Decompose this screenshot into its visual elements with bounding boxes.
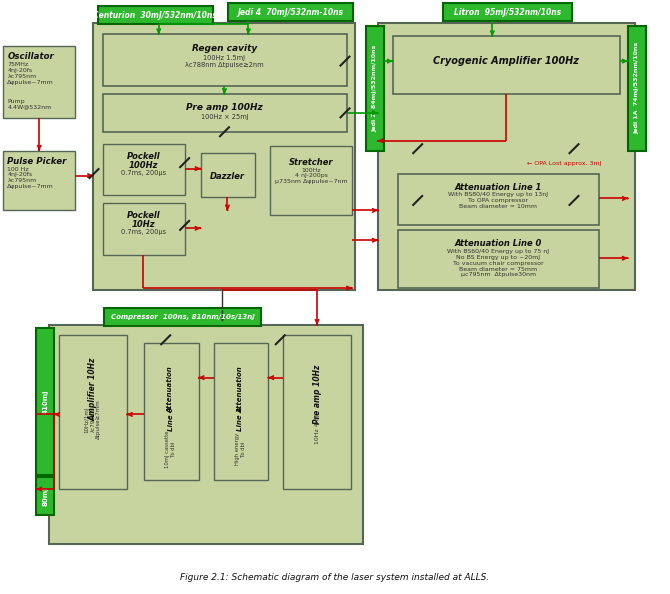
FancyBboxPatch shape [200,153,255,197]
Text: Jedi 2  84mJ/532nm/10ns: Jedi 2 84mJ/532nm/10ns [373,45,377,132]
Text: 100 Hz
4nJ-20fs
λc795nm
Δψpulse~7mm: 100 Hz 4nJ-20fs λc795nm Δψpulse~7mm [7,166,54,189]
Text: Pulse Picker: Pulse Picker [7,157,67,166]
Text: Pump
4.4W@532nm: Pump 4.4W@532nm [7,99,52,110]
Text: 100Hz × 25mJ: 100Hz × 25mJ [200,114,249,120]
Text: 410mJ: 410mJ [42,389,48,414]
Text: Pockell: Pockell [127,211,161,220]
Text: Pre amp 10Hz: Pre amp 10Hz [313,365,322,424]
FancyBboxPatch shape [104,308,261,326]
Text: 100Hz
4 nJ-200ps
μ735nm Δψpulse~7nm: 100Hz 4 nJ-200ps μ735nm Δψpulse~7nm [275,168,348,184]
FancyBboxPatch shape [398,173,599,225]
Text: Figure 2.1: Schematic diagram of the laser system installed at ALLS.: Figure 2.1: Schematic diagram of the las… [180,573,490,582]
Text: 0.7ms, 200μs: 0.7ms, 200μs [121,170,166,176]
Text: Jedi 4  70mJ/532nm-10ns: Jedi 4 70mJ/532nm-10ns [238,8,344,17]
Text: With BS80/40 Energy up to 13nJ
To OPA compressor
Beam diameter = 10mm: With BS80/40 Energy up to 13nJ To OPA co… [448,192,548,209]
FancyBboxPatch shape [628,26,646,151]
FancyBboxPatch shape [3,46,75,118]
FancyBboxPatch shape [393,36,620,94]
Text: Line 1: Line 1 [237,407,243,431]
Text: Pre amp 100Hz: Pre amp 100Hz [186,103,263,112]
FancyBboxPatch shape [98,7,212,24]
Text: Pockell: Pockell [127,151,161,161]
Text: 0.7ms, 200μs: 0.7ms, 200μs [121,229,166,235]
Text: 75MHz
4nJ-20fs
λc795nm
Δψpulse~7mm: 75MHz 4nJ-20fs λc795nm Δψpulse~7mm [7,62,54,84]
Text: Stretcher: Stretcher [289,157,334,167]
Text: 10Hz 4mJ: 10Hz 4mJ [315,415,320,444]
Text: Amplifier 10Hz: Amplifier 10Hz [88,358,98,421]
FancyBboxPatch shape [366,26,384,151]
Text: Compressor  100ns, 810nm/10s/13nJ: Compressor 100ns, 810nm/10s/13nJ [111,314,255,320]
FancyBboxPatch shape [49,325,363,544]
Text: 10mJ cassette
To dbl: 10mJ cassette To dbl [165,431,176,468]
FancyBboxPatch shape [103,34,347,86]
FancyBboxPatch shape [398,230,599,288]
FancyBboxPatch shape [36,328,54,475]
FancyBboxPatch shape [214,343,268,480]
Text: Attenuation: Attenuation [168,366,174,413]
FancyBboxPatch shape [103,203,185,255]
Text: 10Hz/1mJ
λc795nm
Δtpulse≥7mm: 10Hz/1mJ λc795nm Δtpulse≥7mm [84,400,101,440]
Text: Regen cavity: Regen cavity [192,44,257,53]
FancyBboxPatch shape [270,146,352,216]
Text: ← OPA Lost approx. 3mJ: ← OPA Lost approx. 3mJ [527,161,602,166]
Text: Attenuation Line 1: Attenuation Line 1 [455,182,542,191]
Text: Attenuation: Attenuation [237,366,243,413]
Text: 10Hz: 10Hz [132,220,155,229]
FancyBboxPatch shape [36,477,54,515]
Text: Centurion  30mJ/532nm/10ns: Centurion 30mJ/532nm/10ns [93,11,217,20]
FancyBboxPatch shape [93,23,355,290]
Text: Litron  95mJ/532nm/10ns: Litron 95mJ/532nm/10ns [454,8,561,17]
Text: Cryogenic Amplifier 100Hz: Cryogenic Amplifier 100Hz [433,56,580,66]
FancyBboxPatch shape [443,4,572,21]
FancyBboxPatch shape [103,94,347,132]
Text: Oscillator: Oscillator [7,52,54,61]
FancyBboxPatch shape [144,343,198,480]
FancyBboxPatch shape [103,144,185,195]
Text: 80mJ: 80mJ [42,486,48,506]
FancyBboxPatch shape [228,4,353,21]
Text: 100Hz 1.5mJ
λc788nm Δtpulse≥2nm: 100Hz 1.5mJ λc788nm Δtpulse≥2nm [185,55,264,68]
Text: Dazzler: Dazzler [210,172,245,181]
FancyBboxPatch shape [59,335,127,489]
Text: Line 0: Line 0 [168,407,174,431]
FancyBboxPatch shape [378,23,634,290]
FancyBboxPatch shape [3,151,75,210]
Text: High energy
To dbl: High energy To dbl [235,433,246,466]
Text: With BS60/40 Energy up to 75 nJ
No BS Energy up to ~20mJ
To vacuum chair compres: With BS60/40 Energy up to 75 nJ No BS En… [448,249,549,277]
FancyBboxPatch shape [283,335,351,489]
Text: Attenuation Line 0: Attenuation Line 0 [455,239,542,248]
Text: Jedi 1A  74mJ/532nm/10ns: Jedi 1A 74mJ/532nm/10ns [634,42,639,134]
Text: 100Hz: 100Hz [129,160,159,170]
